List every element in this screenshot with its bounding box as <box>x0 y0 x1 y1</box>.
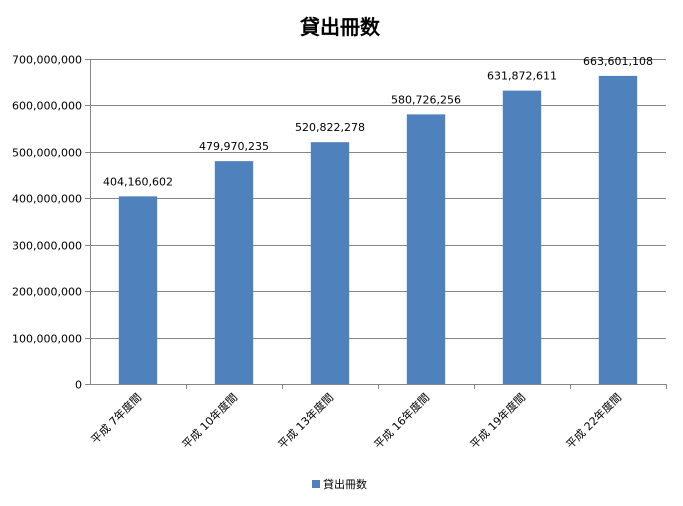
x-tick-label: 平成 7年度間 <box>88 390 144 446</box>
bars: 404,160,602 479,970,235 520,822,278 580,726… <box>103 55 653 385</box>
legend-label: 貸出冊数 <box>323 477 367 491</box>
y-tick-label: 100,000,000 <box>12 333 82 346</box>
data-label: 520,822,278 <box>295 121 365 134</box>
data-label: 663,601,108 <box>583 55 653 68</box>
y-tick-label: 400,000,000 <box>12 193 82 206</box>
data-label: 631,872,611 <box>487 70 557 83</box>
data-label: 479,970,235 <box>199 140 269 153</box>
y-tick-label: 200,000,000 <box>12 286 82 299</box>
y-tick-label: 700,000,000 <box>12 54 82 67</box>
y-tick-label: 600,000,000 <box>12 100 82 113</box>
y-tick-label: 300,000,000 <box>12 240 82 253</box>
chart-title: 貸出冊数 <box>299 15 381 39</box>
data-label: 404,160,602 <box>103 175 173 188</box>
bar <box>502 90 542 384</box>
legend: 貸出冊数 <box>312 477 367 491</box>
x-tick-label: 平成 22年度間 <box>563 390 624 451</box>
x-tick-label: 平成 13年度間 <box>275 390 336 451</box>
bar <box>118 196 158 384</box>
y-axis: 0 100,000,000 200,000,000 300,000,000 400,00… <box>12 54 91 392</box>
y-tick-label: 0 <box>75 379 82 392</box>
bar <box>406 114 446 384</box>
x-tick-label: 平成 10年度間 <box>179 390 240 451</box>
x-axis: 平成 7年度間 平成 10年度間 平成 13年度間 平成 16年度間 平成 19年度間平… <box>88 384 667 451</box>
bar <box>214 161 254 384</box>
bar <box>310 142 350 384</box>
data-label: 580,726,256 <box>391 93 461 106</box>
gridlines <box>90 59 666 339</box>
y-tick-label: 500,000,000 <box>12 147 82 160</box>
x-tick-label: 平成 16年度間 <box>371 390 432 451</box>
legend-swatch <box>312 480 320 488</box>
x-tick-label: 平成 19年度間 <box>467 390 528 451</box>
bar <box>598 75 638 385</box>
